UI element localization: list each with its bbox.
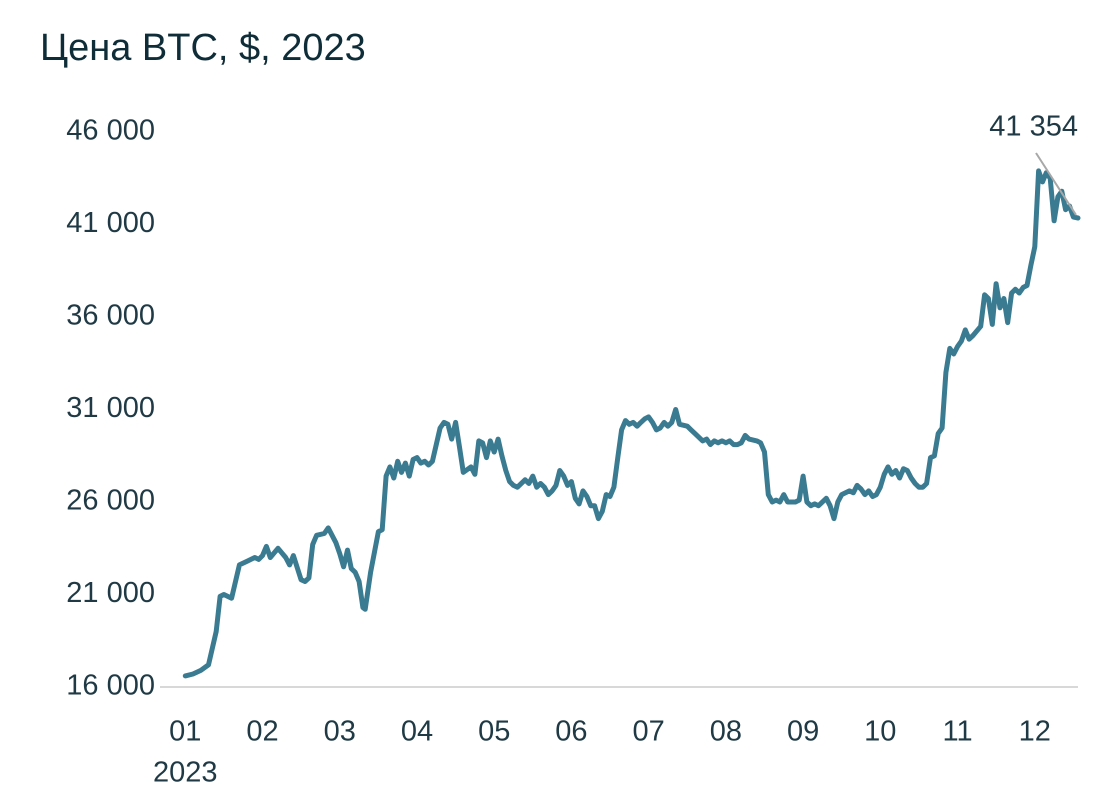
x-year-label: 2023 (153, 757, 218, 789)
x-tick-label: 08 (710, 716, 742, 748)
annotation-leader (1035, 152, 1077, 216)
y-tick-label: 21 000 (66, 577, 155, 609)
y-tick-label: 16 000 (66, 670, 155, 702)
x-tick-label: 07 (633, 716, 665, 748)
x-tick-label: 05 (478, 716, 510, 748)
annotation-label: 41 354 (989, 111, 1078, 143)
x-tick-label: 06 (555, 716, 587, 748)
y-tick-label: 41 000 (66, 207, 155, 239)
y-tick-label: 31 000 (66, 392, 155, 424)
x-tick-label: 04 (401, 716, 433, 748)
x-tick-label: 02 (246, 716, 278, 748)
y-tick-label: 46 000 (66, 115, 155, 147)
y-tick-label: 36 000 (66, 300, 155, 332)
chart-title: Цена BTC, $, 2023 (40, 27, 366, 69)
x-tick-label: 01 (169, 716, 201, 748)
y-tick-label: 26 000 (66, 485, 155, 517)
price-line (182, 168, 1081, 679)
x-tick-label: 10 (864, 716, 896, 748)
x-tick-label: 03 (324, 716, 356, 748)
x-tick-label: 11 (942, 716, 972, 748)
x-tick-label: 09 (787, 716, 819, 748)
x-tick-label: 12 (1019, 716, 1051, 748)
